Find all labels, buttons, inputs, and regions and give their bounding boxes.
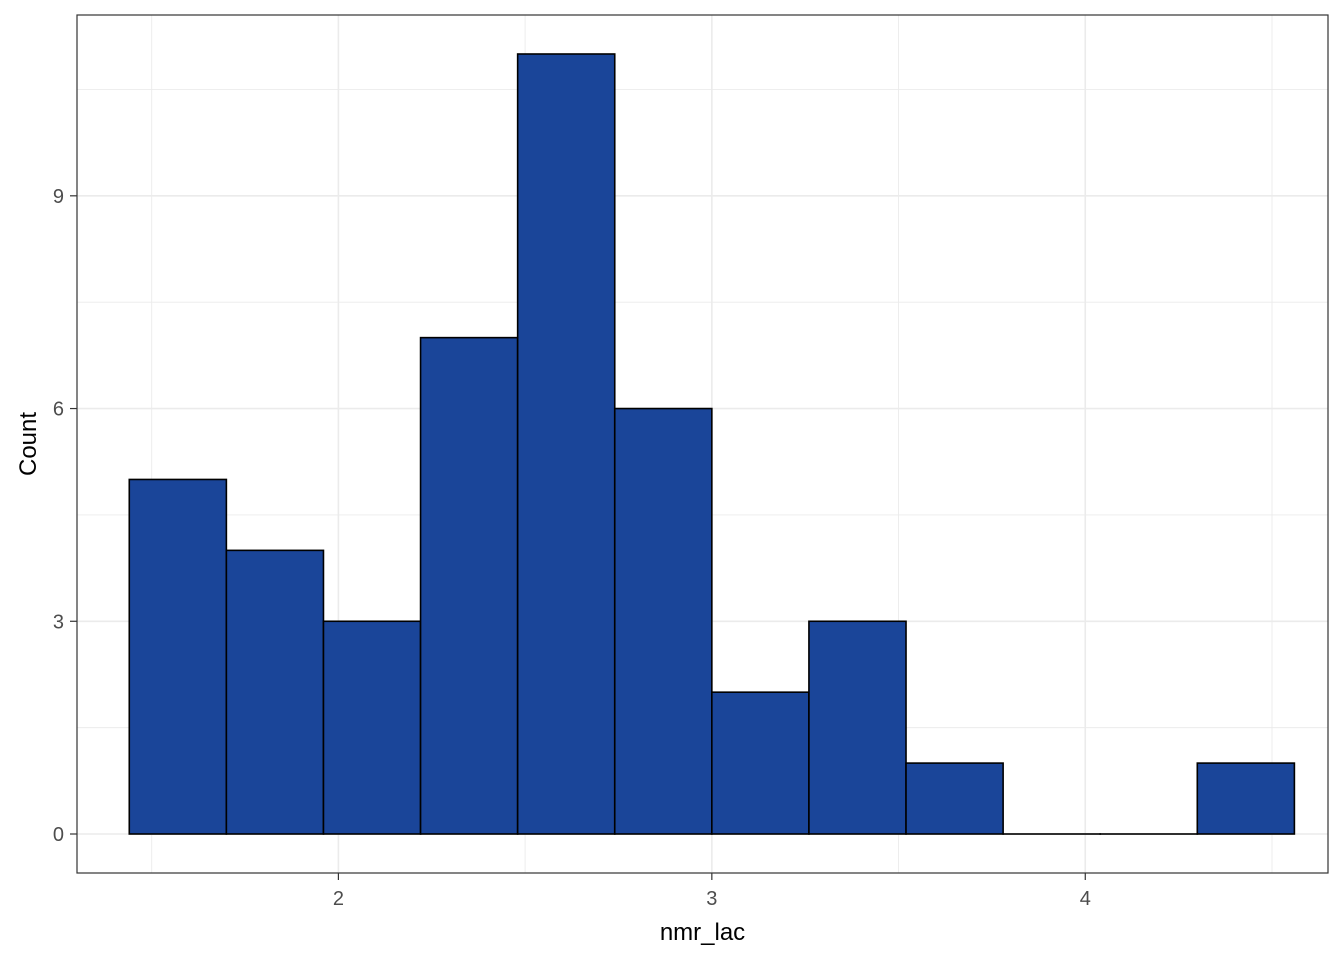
y-tick-label: 6 xyxy=(53,399,64,421)
x-axis-title: nmr_lac xyxy=(660,919,745,946)
histogram-bar xyxy=(613,407,713,835)
bars xyxy=(128,53,1296,835)
y-axis-title: Count xyxy=(15,412,42,476)
histogram-bar xyxy=(711,691,810,835)
histogram-bar xyxy=(905,762,1004,835)
histogram-bar xyxy=(128,478,228,835)
histogram-bar xyxy=(808,620,907,835)
histogram-bar xyxy=(322,620,422,835)
histogram-bar xyxy=(225,549,325,835)
panel-border xyxy=(76,14,1329,874)
x-axis-ticks: 2 3 4 xyxy=(333,873,1091,910)
histogram-bar xyxy=(516,53,616,835)
histogram-bar xyxy=(419,336,519,835)
histogram-bar xyxy=(1196,762,1296,835)
x-tick-label: 4 xyxy=(1080,888,1091,910)
x-tick-label: 2 xyxy=(333,888,344,910)
x-tick-label: 3 xyxy=(706,888,717,910)
y-axis-ticks: 0 3 6 9 xyxy=(53,186,77,846)
y-tick-label: 9 xyxy=(53,186,64,208)
y-tick-label: 0 xyxy=(53,824,64,846)
y-tick-label: 3 xyxy=(53,611,64,633)
